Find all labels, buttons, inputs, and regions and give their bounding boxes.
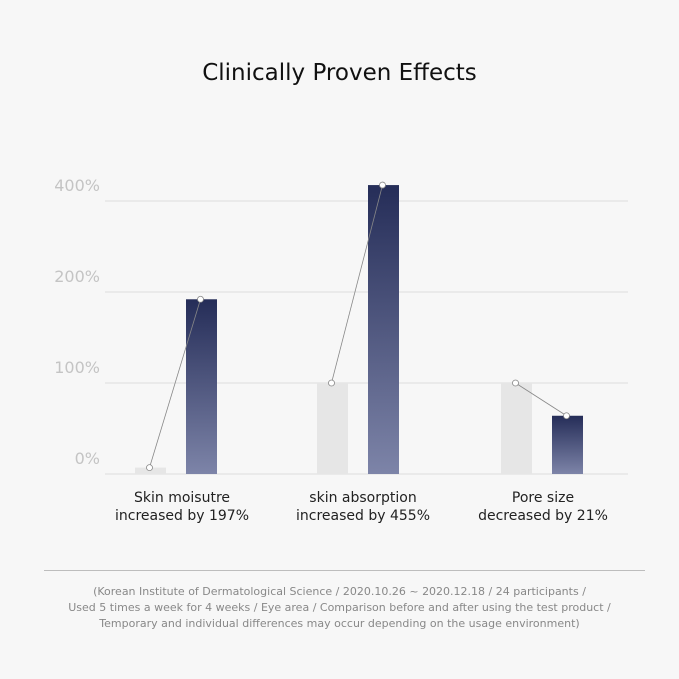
chart-title: Clinically Proven Effects [202,60,477,86]
y-tick-label: 0% [75,449,100,468]
footnote-line: Temporary and individual differences may… [99,617,580,630]
bar-before [501,383,532,474]
point-before [328,379,335,387]
point-after [197,295,204,303]
y-tick-label: 100% [54,358,100,377]
footnote-line: (Korean Institute of Dermatological Scie… [93,585,586,598]
y-tick-label: 400% [54,176,100,195]
point-after [379,181,386,189]
bar-after [552,415,583,474]
footnote-line: Used 5 times a week for 4 weeks / Eye ar… [68,601,611,614]
divider [44,570,645,571]
point-after [563,412,570,420]
point-before [512,379,519,387]
bar-before [317,383,348,474]
footnote: (Korean Institute of Dermatological Scie… [0,584,679,632]
y-tick-label: 200% [54,267,100,286]
bar-after [368,185,399,474]
connector-line [515,382,567,417]
category-label-2: Pore size decreased by 21% [478,490,608,524]
category-label-0: Skin moisutre increased by 197% [115,490,249,524]
connector-line [149,299,201,468]
bar-after [186,299,217,474]
category-label-1: skin absorption increased by 455% [296,490,430,524]
point-before [146,464,153,472]
connector-line [331,184,383,384]
